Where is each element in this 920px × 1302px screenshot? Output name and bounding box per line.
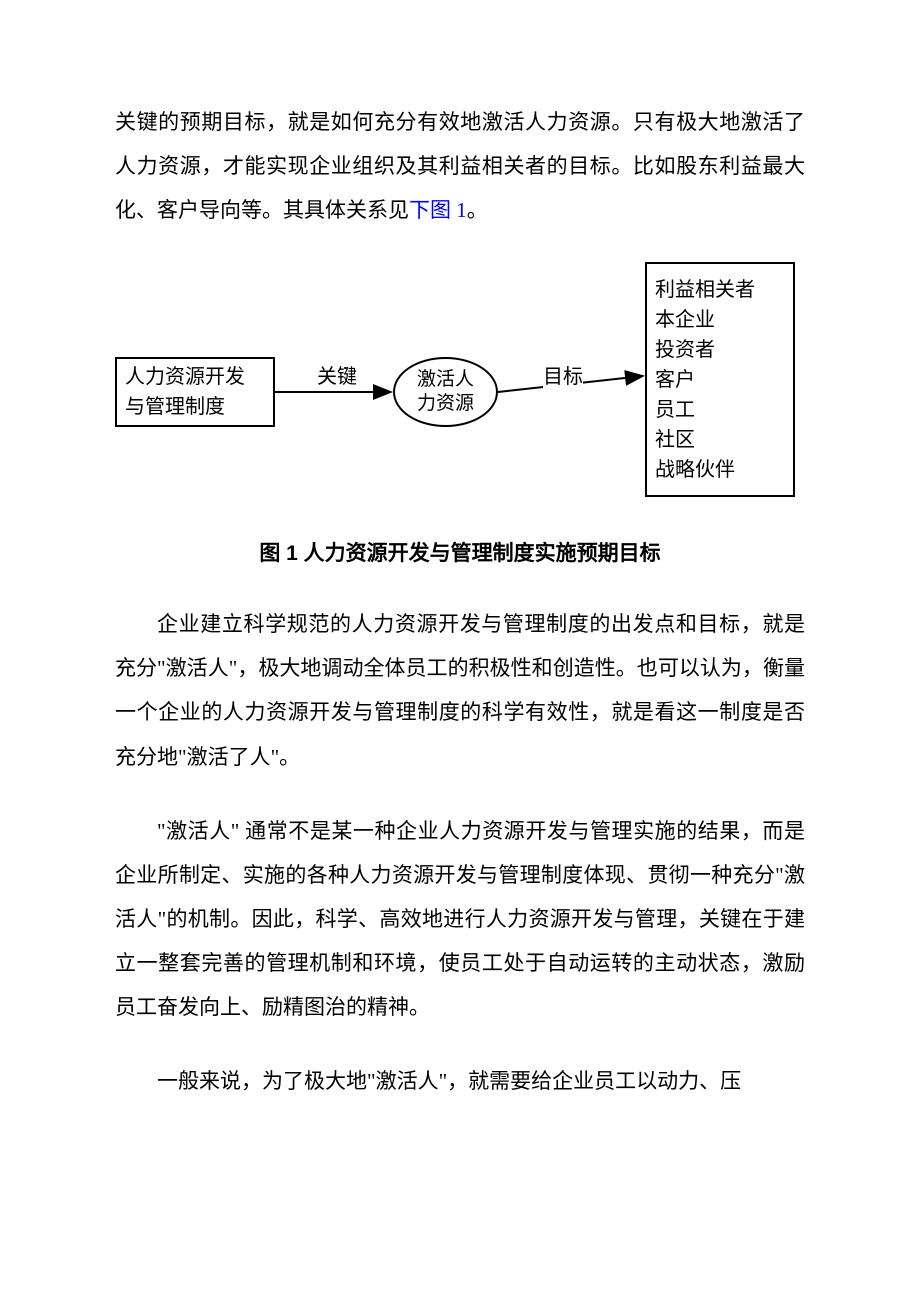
paragraph-3: "激活人" 通常不是某一种企业人力资源开发与管理实施的结果，而是企业所制定、实施… bbox=[115, 809, 805, 1029]
node-hr-system: 人力资源开发 与管理制度 bbox=[115, 357, 275, 427]
node-hr-system-line2: 与管理制度 bbox=[125, 392, 265, 422]
stakeholder-line-2: 投资者 bbox=[655, 335, 785, 365]
intro-text-after: 。 bbox=[467, 198, 488, 222]
node-activate: 激活人 力资源 bbox=[393, 357, 498, 427]
node-hr-system-line1: 人力资源开发 bbox=[125, 362, 265, 392]
intro-paragraph: 关键的预期目标，就是如何充分有效地激活人力资源。只有极大地激活了人力资源，才能实… bbox=[115, 100, 805, 232]
node-stakeholders: 利益相关者 本企业 投资者 客户 员工 社区 战略伙伴 bbox=[645, 262, 795, 497]
node-activate-line1: 激活人 bbox=[417, 368, 474, 393]
stakeholder-line-3: 客户 bbox=[655, 365, 785, 395]
stakeholder-line-0: 利益相关者 bbox=[655, 275, 785, 305]
edge-label-goal: 目标 bbox=[543, 360, 583, 389]
figure-1-caption: 图 1 人力资源开发与管理制度实施预期目标 bbox=[115, 537, 805, 567]
paragraph-2: 企业建立科学规范的人力资源开发与管理制度的出发点和目标，就是充分"激活人"，极大… bbox=[115, 602, 805, 778]
paragraph-4: 一般来说，为了极大地"激活人"，就需要给企业员工以动力、压 bbox=[115, 1059, 805, 1103]
stakeholder-line-1: 本企业 bbox=[655, 305, 785, 335]
stakeholder-line-4: 员工 bbox=[655, 395, 785, 425]
stakeholder-line-6: 战略伙伴 bbox=[655, 455, 785, 485]
figure-1-diagram: 人力资源开发 与管理制度 关键 激活人 力资源 目标 利益相关者 本企业 投资者… bbox=[115, 262, 805, 512]
node-activate-line2: 力资源 bbox=[417, 392, 474, 417]
stakeholder-line-5: 社区 bbox=[655, 425, 785, 455]
edge-label-key: 关键 bbox=[317, 360, 357, 389]
figure-1-link[interactable]: 下图 1 bbox=[409, 198, 467, 222]
